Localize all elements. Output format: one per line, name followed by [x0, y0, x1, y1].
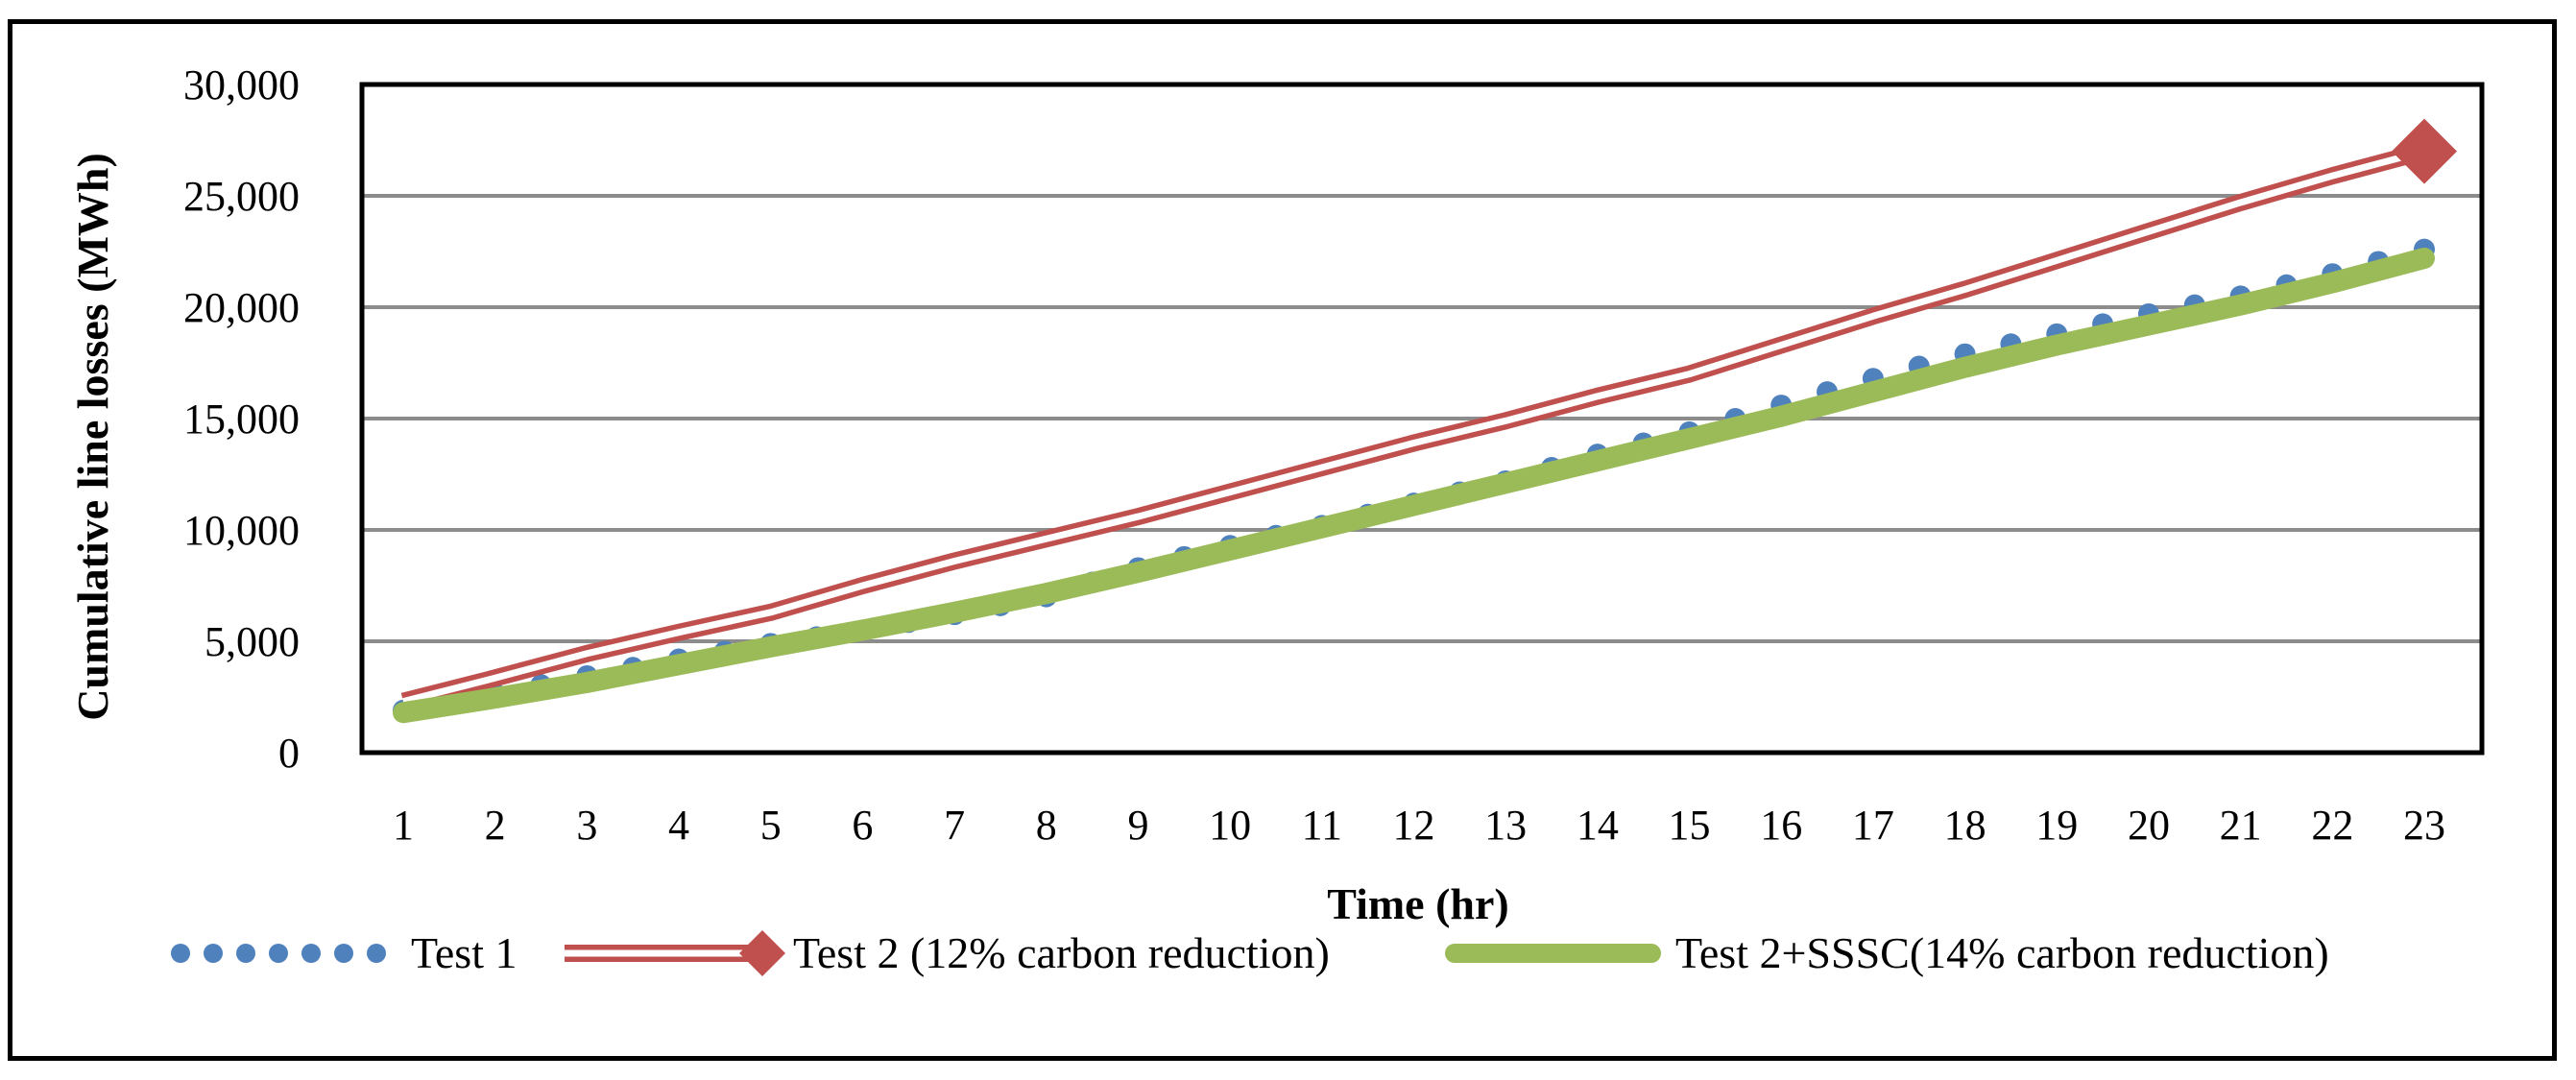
legend-label: Test 2+SSSC(14% carbon reduction)	[1675, 928, 2329, 977]
x-tick-label: 1	[393, 802, 414, 849]
x-axis-title: Time (hr)	[1327, 879, 1509, 928]
legend-label: Test 2 (12% carbon reduction)	[793, 928, 1330, 977]
series-marker-diamond	[2392, 118, 2457, 184]
x-tick-label: 12	[1393, 802, 1435, 849]
x-tick-label: 18	[1944, 802, 1986, 849]
x-tick-label: 22	[2311, 802, 2353, 849]
x-tick-label: 21	[2220, 802, 2262, 849]
series-1	[393, 238, 2435, 721]
legend-item-2: Test 2 (12% carbon reduction)	[565, 928, 1330, 977]
x-tick-label: 17	[1852, 802, 1894, 849]
x-tick-label: 5	[760, 802, 782, 849]
y-axis-title: Cumulative line losses (MWh)	[68, 153, 117, 721]
y-tick-label: 20,000	[183, 284, 300, 331]
legend-swatch-dot	[367, 944, 386, 963]
x-tick-label: 13	[1484, 802, 1527, 849]
x-tick-label: 4	[668, 802, 689, 849]
x-tick-label: 7	[944, 802, 965, 849]
series-3	[393, 247, 2435, 724]
y-tick-label: 10,000	[183, 507, 300, 554]
x-tick-label: 14	[1577, 802, 1619, 849]
legend-swatch-dot	[171, 944, 190, 963]
legend-swatch-dot	[204, 944, 223, 963]
y-tick-label: 5,000	[205, 618, 300, 665]
x-tick-label: 2	[485, 802, 506, 849]
x-tick-label: 9	[1127, 802, 1148, 849]
series-line	[393, 247, 2435, 724]
series-line-outer	[400, 142, 2427, 710]
y-tick-label: 25,000	[183, 173, 300, 220]
legend-swatch-dot	[301, 944, 321, 963]
x-tick-label: 20	[2128, 802, 2170, 849]
legend-item-3: Test 2+SSSC(14% carbon reduction)	[1445, 928, 2329, 977]
legend-swatch-diamond	[739, 930, 785, 976]
x-tick-label: 15	[1669, 802, 1711, 849]
x-tick-label: 23	[2403, 802, 2445, 849]
plot-area-border	[359, 82, 2485, 756]
y-tick-label: 30,000	[183, 61, 300, 108]
x-tick-label: 16	[1760, 802, 1802, 849]
series-layer	[393, 118, 2457, 724]
x-tick-labels: 1 2 3 4 5 6 7 8 9 10 11 12 13 14 15 16 17 18 19 20 21 22 23	[393, 802, 2445, 849]
gridlines	[362, 194, 2482, 643]
legend: Test 1 Test 2 (12% carbon reduction) Test …	[171, 928, 2329, 977]
legend-swatch-dot	[236, 944, 255, 963]
legend-swatch-dot	[269, 944, 288, 963]
series-line-inner	[402, 148, 2425, 706]
legend-item-1: Test 1	[171, 928, 518, 977]
series-2	[400, 118, 2457, 710]
x-tick-label: 3	[576, 802, 597, 849]
x-tick-label: 6	[852, 802, 873, 849]
x-tick-label: 11	[1302, 802, 1342, 849]
y-tick-label: 0	[278, 730, 300, 777]
x-tick-label: 10	[1209, 802, 1251, 849]
x-tick-label: 19	[2035, 802, 2078, 849]
x-tick-label: 8	[1036, 802, 1057, 849]
legend-swatch-dot	[334, 944, 353, 963]
y-tick-label: 15,000	[183, 396, 300, 443]
y-tick-labels: 0 5,000 10,000 15,000 20,000 25,000 30,000	[183, 61, 300, 777]
legend-label: Test 1	[411, 928, 518, 977]
